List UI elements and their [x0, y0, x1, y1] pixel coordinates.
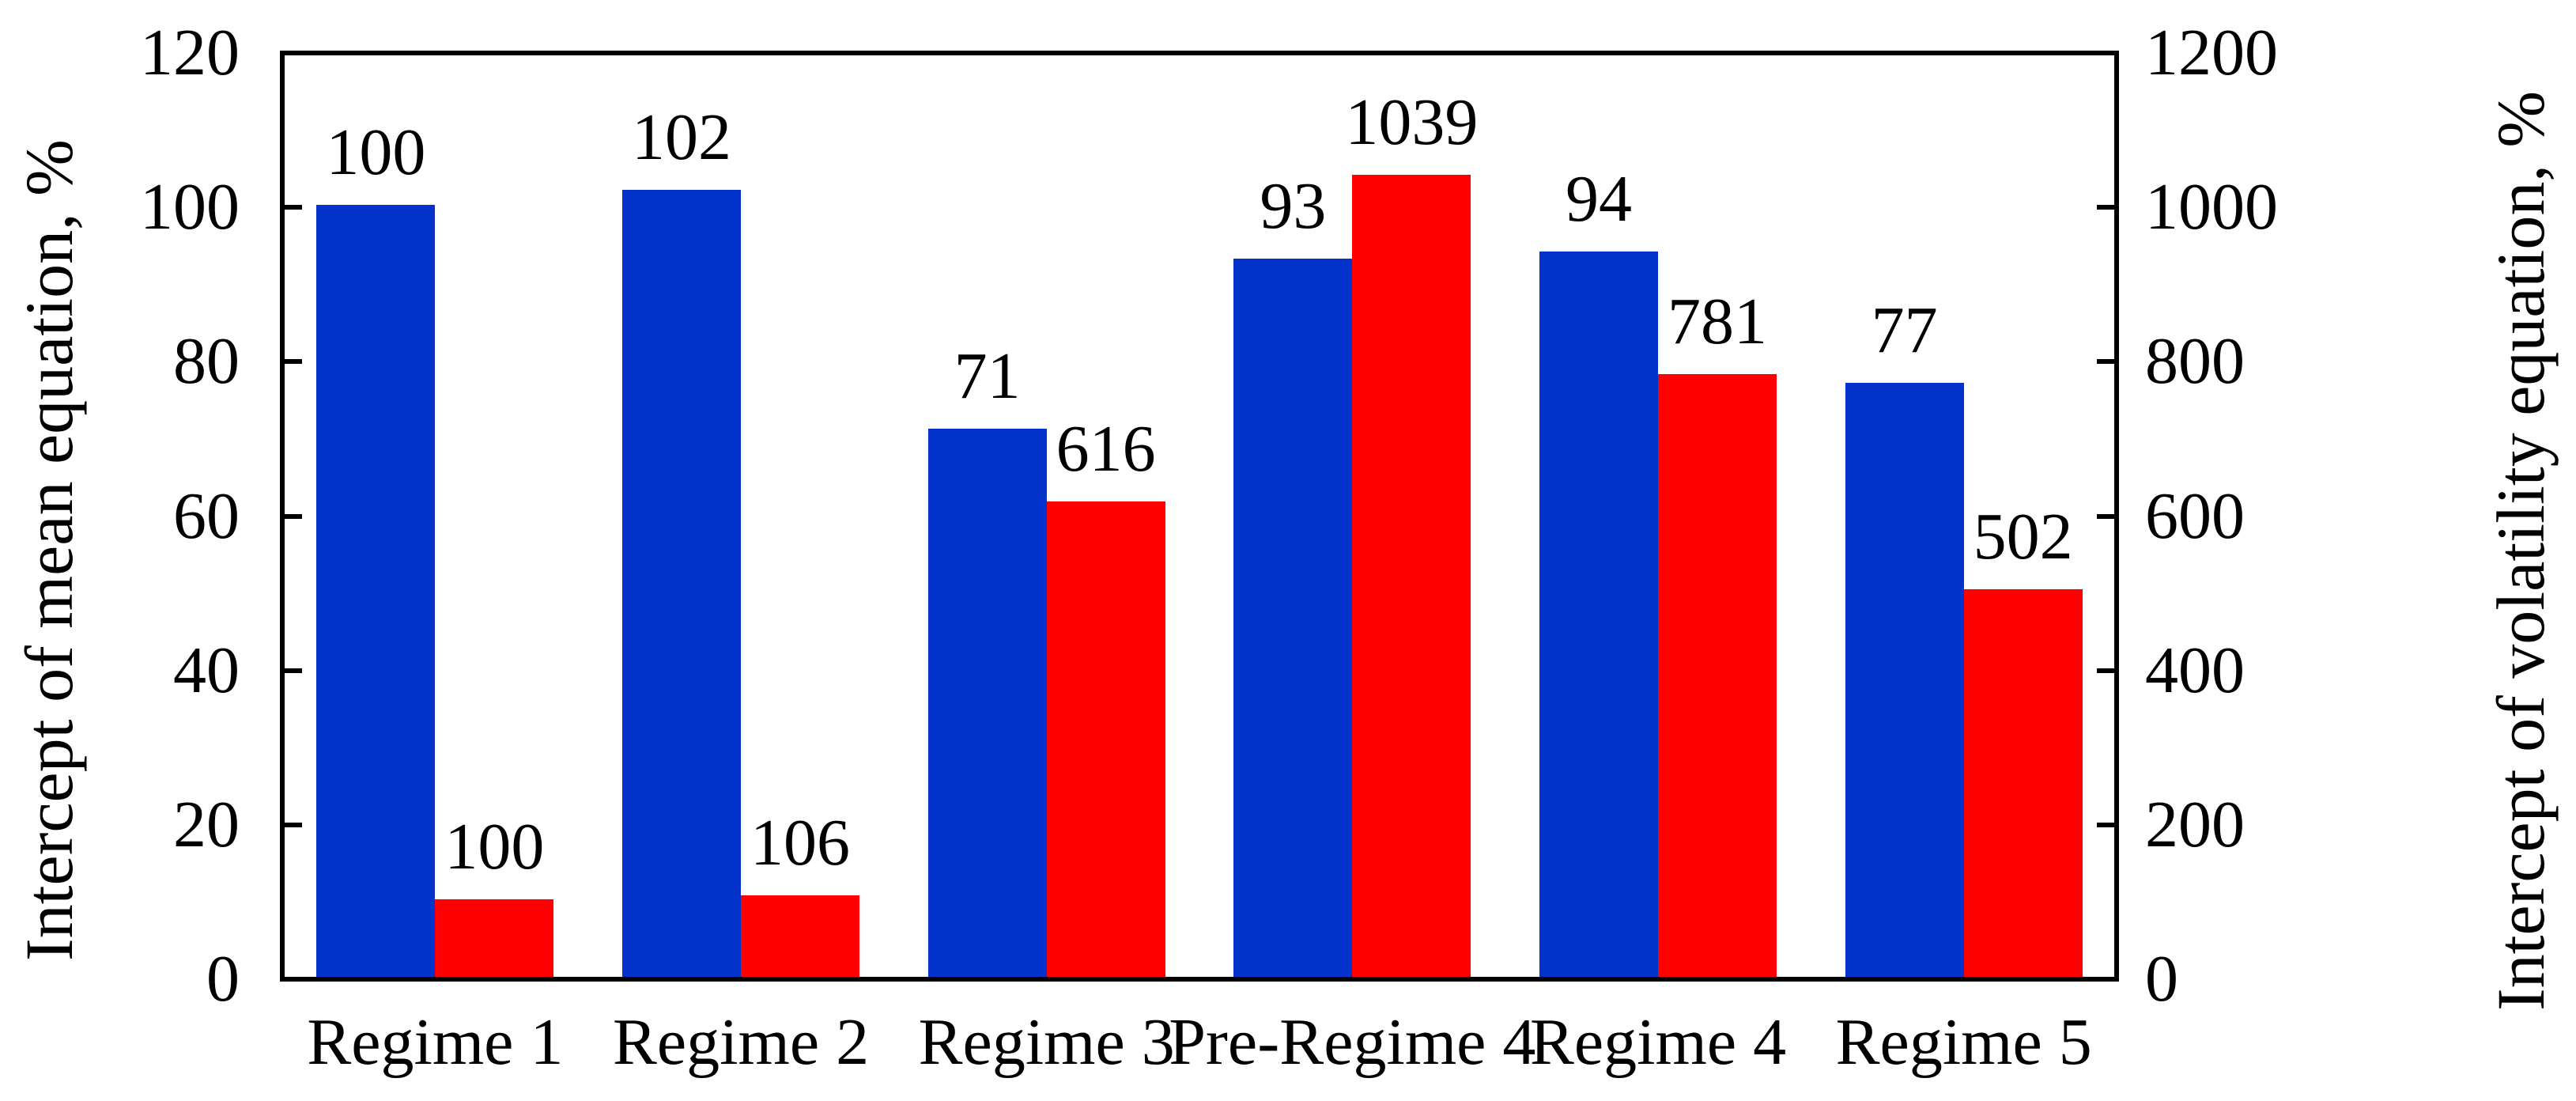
left-axis-tick-label-60: 60: [173, 479, 240, 553]
left-axis-tick-label-80: 80: [173, 324, 240, 399]
right-axis-tick-label-200: 200: [2145, 787, 2245, 861]
right-axis-tick-label-800: 800: [2145, 324, 2245, 399]
left-axis-tick-20: [285, 822, 302, 827]
left-axis-tick-label-40: 40: [173, 633, 240, 707]
bar-value-label-volatility-regime-4: 781: [1668, 284, 1767, 358]
right-axis-tick-1000: [2097, 205, 2114, 210]
bar-mean-regime-1: [316, 205, 436, 977]
right-axis-tick-400: [2097, 668, 2114, 673]
bar-volatility-regime-5: [1963, 589, 2083, 977]
left-axis-tick-100: [285, 205, 302, 210]
right-axis-tick-label-600: 600: [2145, 479, 2245, 553]
x-axis-label-regime-5: Regime 5: [1835, 1005, 2092, 1079]
bar-mean-regime-4: [1539, 251, 1658, 977]
x-axis-label-regime-2: Regime 2: [612, 1005, 870, 1079]
bar-value-label-mean-regime-4: 94: [1566, 161, 1632, 236]
bar-value-label-volatility-pre-regime-4: 1039: [1345, 85, 1479, 160]
bar-volatility-regime-2: [741, 895, 859, 977]
bar-value-label-mean-regime-5: 77: [1871, 293, 1938, 367]
bar-value-label-mean-regime-2: 102: [632, 100, 731, 174]
x-axis-label-pre-regime-4: Pre-Regime 4: [1169, 1005, 1536, 1079]
bar-mean-pre-regime-4: [1233, 259, 1353, 977]
left-axis-tick-label-0: 0: [206, 942, 240, 1016]
bar-value-label-volatility-regime-5: 502: [1973, 500, 2073, 574]
bar-mean-regime-3: [927, 429, 1047, 977]
bar-volatility-regime-3: [1046, 501, 1165, 977]
left-axis-tick-label-100: 100: [140, 170, 240, 244]
right-axis-tick-label-1000: 1000: [2145, 170, 2278, 244]
left-axis-tick-80: [285, 359, 302, 365]
bar-volatility-regime-1: [435, 899, 554, 977]
bar-mean-regime-5: [1845, 382, 1964, 977]
left-axis-tick-label-120: 120: [140, 16, 240, 89]
bar-mean-regime-2: [622, 189, 741, 977]
bar-value-label-mean-regime-3: 71: [954, 339, 1021, 414]
right-axis-tick-600: [2097, 513, 2114, 519]
plot-area: [280, 51, 2119, 982]
bar-value-label-volatility-regime-2: 106: [750, 805, 850, 880]
bar-volatility-regime-4: [1658, 373, 1777, 977]
x-axis-label-regime-4: Regime 4: [1529, 1005, 1787, 1079]
right-axis-tick-label-1200: 1200: [2145, 16, 2278, 89]
right-axis-tick-200: [2097, 822, 2114, 827]
left-axis-title: Intercept of mean equation, %: [11, 139, 87, 962]
bar-value-label-volatility-regime-3: 616: [1056, 411, 1156, 486]
right-axis-tick-label-400: 400: [2145, 633, 2245, 707]
left-axis-tick-60: [285, 513, 302, 519]
right-axis-title: Intercept of volatility equation, %: [2483, 90, 2559, 1011]
bar-value-label-mean-pre-regime-4: 93: [1260, 169, 1327, 244]
right-axis-tick-label-0: 0: [2145, 942, 2178, 1016]
left-axis-tick-label-20: 20: [173, 787, 240, 861]
x-axis-label-regime-3: Regime 3: [918, 1005, 1175, 1079]
bar-value-label-mean-regime-1: 100: [326, 115, 426, 190]
right-axis-tick-800: [2097, 359, 2114, 365]
bar-value-label-volatility-regime-1: 100: [444, 810, 545, 884]
x-axis-label-regime-1: Regime 1: [307, 1005, 564, 1079]
bar-volatility-pre-regime-4: [1352, 175, 1471, 977]
left-axis-tick-40: [285, 668, 302, 673]
